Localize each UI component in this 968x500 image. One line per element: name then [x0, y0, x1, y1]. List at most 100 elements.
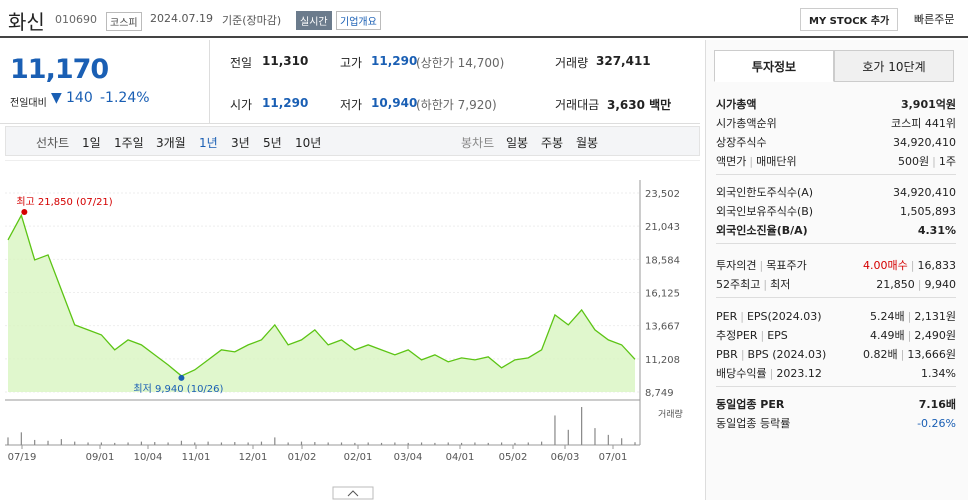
- label-text: 최저: [770, 278, 791, 291]
- tab[interactable]: 월봉: [576, 136, 599, 150]
- info-label: PBR | BPS (2024.03): [716, 345, 826, 364]
- label-text: 상장주식수: [716, 136, 767, 149]
- label-text: 매매단위: [756, 155, 797, 168]
- volume-bar: [420, 442, 423, 445]
- tab[interactable]: 주봉: [541, 136, 564, 150]
- company-button[interactable]: 기업개요: [336, 11, 381, 30]
- tab[interactable]: 3개월: [156, 136, 186, 150]
- value-text: 4.49배: [870, 329, 905, 342]
- tab[interactable]: 3년: [231, 136, 250, 150]
- y-tick-label: 21,043: [645, 222, 680, 233]
- volume-bar: [7, 437, 9, 445]
- info-value: 4.49배 | 2,490원: [870, 326, 956, 345]
- separator: |: [740, 310, 744, 323]
- x-tick-label: 05/02: [499, 452, 528, 463]
- low-dot: [178, 374, 185, 381]
- separator: |: [749, 155, 754, 168]
- change-pct: -1.24%: [100, 90, 150, 106]
- change: 140: [66, 90, 93, 106]
- separator: |: [907, 329, 912, 342]
- info-row: 동일업종 등락률 -0.26%: [716, 414, 956, 433]
- info-label: 투자의견 | 목표주가: [716, 256, 807, 275]
- volume-bar: [314, 442, 316, 445]
- volume-bar: [367, 442, 369, 445]
- volume-bar: [167, 442, 169, 445]
- volume-bar: [594, 428, 596, 445]
- tab[interactable]: 5년: [263, 136, 282, 150]
- separator: |: [910, 259, 915, 272]
- value-text: 5.24배: [870, 310, 905, 323]
- high: 11,290: [371, 54, 418, 68]
- volume-bar: [487, 442, 489, 445]
- upper-limit: (상한가 14,700): [416, 56, 505, 70]
- x-tick-label: 01/02: [288, 452, 317, 463]
- info-label: 액면가 | 매매단위: [716, 152, 797, 171]
- info-row: 투자의견 | 목표주가 4.00매수 | 16,833: [716, 256, 956, 275]
- high-dot: [21, 209, 28, 215]
- tab[interactable]: 1주일: [114, 136, 144, 150]
- volume-bar: [87, 442, 89, 445]
- info-value: 34,920,410: [893, 183, 956, 202]
- info-label: 상장주식수: [716, 133, 767, 152]
- change-label: 전일대비: [10, 98, 47, 109]
- volume-bar: [247, 442, 249, 445]
- volume-bar: [447, 442, 449, 445]
- mystock-button[interactable]: MY STOCK 추가: [800, 8, 899, 31]
- label-text: 외국인한도주식수(A): [716, 186, 814, 199]
- info-label: 52주최고 | 최저: [716, 275, 790, 294]
- volume-bar: [567, 429, 569, 445]
- volume-bar: [34, 439, 36, 445]
- collapse-handle: [332, 486, 374, 500]
- info-value: 코스피 441위: [891, 114, 956, 133]
- value-text: 0.82배: [863, 348, 898, 361]
- high-label: 최고 21,850 (07/21): [16, 196, 112, 208]
- volume-bar: [100, 442, 102, 445]
- info-row: PER | EPS(2024.03) 5.24배 | 2,131원: [716, 307, 956, 326]
- value-text: 7.16배: [918, 398, 956, 411]
- label-text: BPS (2024.03): [747, 348, 827, 361]
- tab[interactable]: 1일: [82, 136, 101, 150]
- label-text: 외국인소진율(B/A): [716, 224, 808, 237]
- volume-bar: [287, 442, 289, 445]
- info-section: 외국인한도주식수(A) 34,920,410 외국인보유주식수(B) 1,505,89…: [716, 180, 956, 244]
- volume-bar: [274, 437, 276, 445]
- info-value: 500원 | 1주: [898, 152, 956, 171]
- panel-tab[interactable]: 투자정보: [714, 50, 834, 82]
- tab[interactable]: 일봉: [506, 136, 529, 150]
- info-value: 0.82배 | 13,666원: [863, 345, 956, 364]
- y-tick-label: 11,208: [645, 355, 680, 366]
- separator: |: [740, 348, 745, 361]
- info-row: 시가총액 3,901억원: [716, 95, 956, 114]
- value-text: 34,920,410: [893, 186, 956, 199]
- label-text: PBR: [716, 348, 738, 361]
- info-label: 외국인한도주식수(A): [716, 183, 813, 202]
- x-tick-label: 07/19: [8, 452, 37, 463]
- volume-bar: [380, 442, 383, 445]
- quick-order[interactable]: 빠른주문: [914, 13, 955, 26]
- value-text: 9,940: [924, 278, 957, 291]
- volume-bar: [140, 441, 143, 445]
- info-row: 외국인보유주식수(B) 1,505,893: [716, 202, 956, 221]
- stock-name: 화신: [8, 10, 45, 34]
- label-text: 2023.12: [776, 367, 822, 380]
- label-text: 액면가: [716, 155, 747, 168]
- realtime-button[interactable]: 실시간: [296, 11, 332, 30]
- label-text: 동일업종 PER: [716, 398, 785, 411]
- label-text: 투자의견: [716, 259, 757, 272]
- tab[interactable]: 1년: [199, 136, 218, 150]
- info-row: 배당수익률 | 2023.12 1.34%: [716, 364, 956, 383]
- volume-bar: [60, 439, 62, 445]
- low: 10,940: [371, 96, 418, 110]
- info-value: 3,901억원: [901, 95, 956, 114]
- volume-bar: [207, 441, 209, 445]
- label-text: 외국인보유주식수(B): [716, 205, 814, 218]
- volume-bar: [634, 442, 636, 445]
- info-label: 추정PER | EPS: [716, 326, 788, 345]
- info-section: 투자의견 | 목표주가 4.00매수 | 16,833 52주최고 | 최저 21,850 | 9,9…: [716, 253, 956, 298]
- info-value: -0.26%: [917, 414, 956, 433]
- panel-tab[interactable]: 호가 10단계: [834, 50, 954, 82]
- info-value: 21,850 | 9,940: [876, 275, 956, 294]
- tab[interactable]: 10년: [295, 136, 322, 150]
- info-row: 상장주식수 34,920,410: [716, 133, 956, 152]
